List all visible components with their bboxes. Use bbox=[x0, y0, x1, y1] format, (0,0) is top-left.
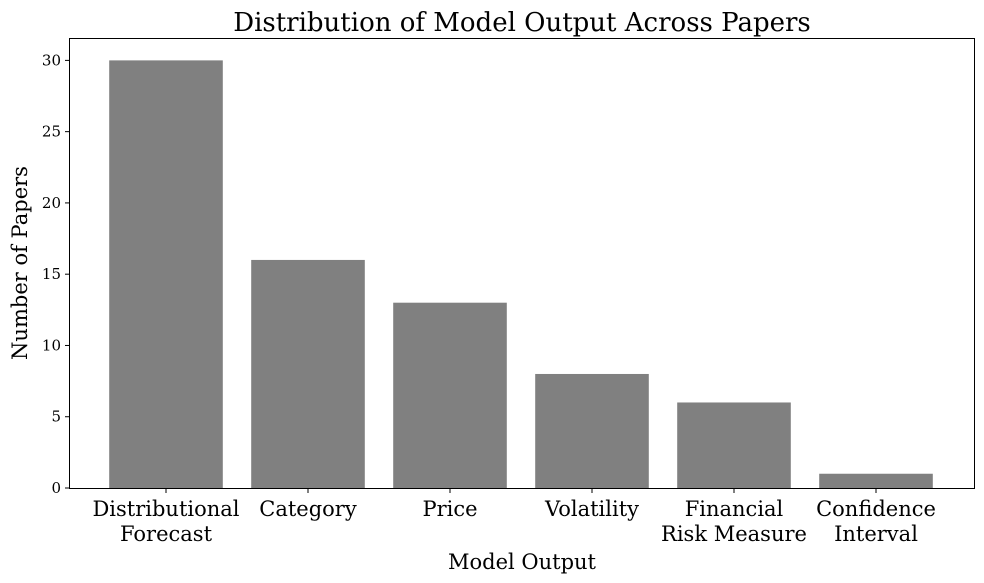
x-tick-label-line: Volatility bbox=[544, 497, 639, 521]
y-tick-label: 15 bbox=[42, 265, 61, 283]
x-tick-label: Confidence Interval bbox=[816, 497, 936, 546]
bar-1 bbox=[251, 259, 365, 488]
x-tick-label-line: Interval bbox=[834, 522, 918, 546]
x-tick-label: Financial Risk Measure bbox=[661, 497, 807, 546]
x-tick-label-line: Forecast bbox=[120, 522, 213, 546]
chart-title: Distribution of Model Output Across Pape… bbox=[233, 8, 811, 38]
x-tick-label: Price bbox=[422, 497, 477, 521]
bar-4 bbox=[677, 402, 791, 488]
bar-2 bbox=[393, 302, 507, 488]
x-tick-label-line: Distributional bbox=[92, 497, 239, 521]
plot-frame bbox=[69, 38, 975, 489]
x-tick-label-line: Risk Measure bbox=[661, 522, 807, 546]
x-tick-label-line: Financial bbox=[685, 497, 784, 521]
bar-0 bbox=[109, 60, 223, 488]
x-axis-label: Model Output bbox=[448, 550, 597, 574]
x-tick-label-line: Price bbox=[422, 497, 477, 521]
y-tick-label: 30 bbox=[42, 51, 61, 69]
y-tick-label: 5 bbox=[51, 408, 61, 426]
y-tick-label: 10 bbox=[42, 336, 61, 354]
y-tick-label: 25 bbox=[42, 123, 61, 141]
x-tick-label: Volatility bbox=[544, 497, 639, 521]
y-axis-label: Number of Papers bbox=[8, 166, 32, 360]
x-axis: Distributional Forecast Category Price Volat… bbox=[92, 488, 936, 546]
bars-group bbox=[109, 60, 933, 488]
x-tick-label-line: Confidence bbox=[816, 497, 936, 521]
x-tick-label-line: Category bbox=[259, 497, 357, 521]
x-tick-label: Category bbox=[259, 497, 357, 521]
y-axis: 0 5 10 15 20 25 30 bbox=[42, 51, 70, 497]
bar-5 bbox=[819, 473, 933, 488]
y-tick-label: 20 bbox=[42, 194, 61, 212]
y-tick-label: 0 bbox=[51, 479, 61, 497]
x-tick-label: Distributional Forecast bbox=[92, 497, 239, 546]
bar-3 bbox=[535, 373, 649, 488]
